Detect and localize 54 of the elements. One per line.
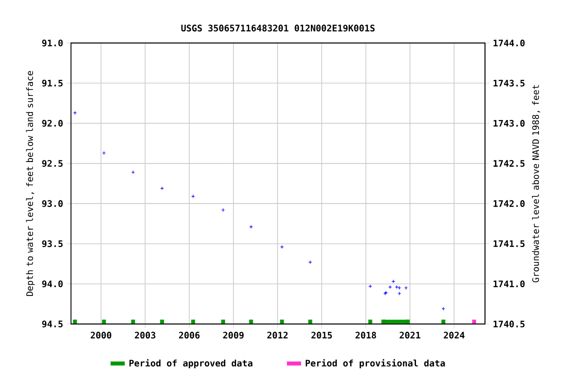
x-tick-label: 2015: [311, 332, 332, 339]
point: [472, 320, 476, 324]
point: [397, 292, 402, 296]
point: [441, 320, 446, 324]
x-tick-label: 2012: [267, 332, 288, 339]
y2-tick-label: 1742.5: [494, 160, 525, 167]
point: [280, 320, 284, 324]
y-tick-label: 92.5: [42, 160, 63, 167]
point: [391, 280, 396, 284]
point: [388, 285, 392, 289]
point: [191, 320, 196, 324]
y-tick-label: 92.0: [42, 120, 63, 127]
y2-tick-label: 1742.0: [494, 200, 525, 207]
point: [394, 285, 399, 289]
y-tick-label: 91.5: [42, 80, 63, 87]
legend-label: Period of approved data: [129, 359, 252, 368]
legend-label: Period of provisional data: [306, 359, 445, 368]
y2-tick-label: 1740.5: [494, 320, 525, 328]
point: [280, 245, 284, 249]
y-tick-label: 91.0: [42, 40, 63, 46]
point: [221, 320, 226, 324]
y2-tick-label: 1741.5: [494, 240, 525, 248]
x-tick-label: 2024: [444, 332, 465, 339]
y2-tick-label: 1743.0: [494, 120, 525, 127]
y-axis-title: Depth to water level, feet below land surface: [26, 71, 35, 296]
x-tick-label: 2000: [90, 332, 112, 339]
point: [73, 320, 77, 324]
y-tick-label: 94.0: [42, 280, 63, 288]
y2-tick-label: 1741.0: [494, 280, 525, 288]
x-tick-label: 2021: [400, 332, 420, 339]
y-tick-label: 93.0: [42, 200, 63, 207]
point: [221, 208, 226, 212]
point: [308, 320, 312, 324]
point: [368, 320, 372, 324]
x-tick-label: 2006: [178, 332, 200, 339]
y2-tick-label: 1743.5: [494, 80, 525, 87]
y2-axis-title: Groundwater level above NAVD 1988, feet: [532, 85, 540, 282]
point: [102, 151, 106, 155]
point: [102, 320, 106, 324]
point: [404, 286, 408, 290]
x-tick-label: 2009: [223, 332, 244, 339]
point: [160, 186, 164, 190]
point: [131, 320, 136, 324]
y-tick-label: 94.5: [42, 320, 63, 328]
x-tick-label: 2003: [134, 332, 156, 339]
point: [406, 320, 410, 324]
y-tick-label: 93.5: [42, 240, 63, 248]
chart-title: USGS 350657116483201 012N002E19K001S: [181, 24, 375, 32]
x-tick-label: 2018: [356, 332, 376, 339]
point: [73, 110, 77, 115]
y2-tick-label: 1744.0: [494, 40, 525, 46]
point: [249, 320, 254, 324]
point: [381, 320, 386, 324]
point: [160, 320, 164, 324]
